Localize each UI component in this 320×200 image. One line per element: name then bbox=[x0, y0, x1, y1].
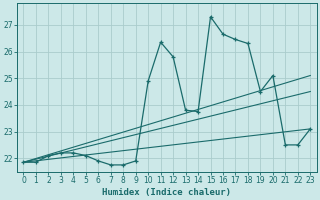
X-axis label: Humidex (Indice chaleur): Humidex (Indice chaleur) bbox=[102, 188, 231, 197]
